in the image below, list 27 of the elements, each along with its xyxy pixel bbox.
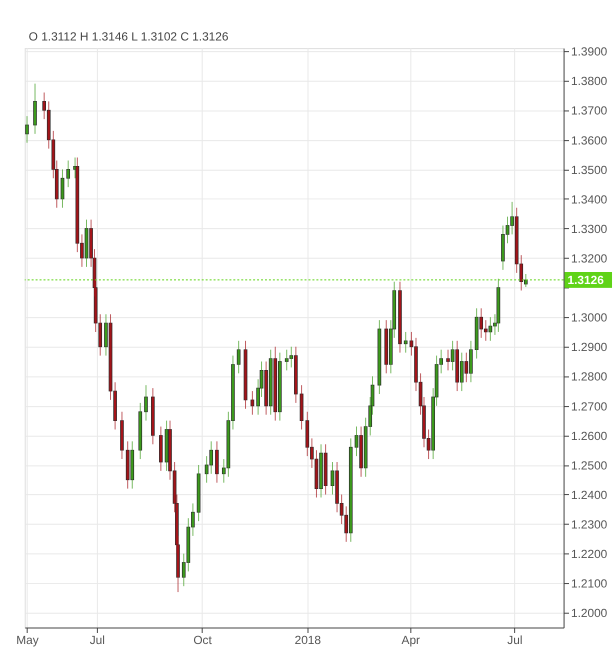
y-tick-label: 1.2300 — [570, 518, 608, 532]
y-tick-label: 1.3500 — [570, 162, 608, 177]
y-tick-label: 1.2900 — [570, 340, 608, 354]
y-tick-label: 1.2400 — [570, 488, 608, 502]
y-tick-label: 1.3200 — [570, 251, 608, 266]
y-tick-label: 1.3300 — [570, 222, 608, 236]
y-tick-label: 1.2000 — [570, 606, 608, 620]
x-tick-label: Jul — [507, 632, 522, 647]
y-tick-label: 1.3000 — [570, 310, 608, 325]
y-tick-label: 1.3600 — [570, 133, 608, 148]
ref-line-label: 1.3126 — [568, 272, 604, 287]
x-tick-label: May — [16, 632, 39, 647]
x-tick-label: 2018 — [294, 632, 322, 647]
y-tick-label: 1.2800 — [570, 370, 608, 384]
y-tick-label: 1.2700 — [570, 399, 608, 414]
x-tick-label: Apr — [402, 632, 420, 647]
y-tick-label: 1.2100 — [570, 576, 608, 591]
x-tick-label: Oct — [193, 632, 212, 647]
y-tick-label: 1.3800 — [570, 74, 608, 88]
y-tick-label: 1.2200 — [570, 547, 608, 562]
y-tick-label: 1.3900 — [570, 44, 608, 59]
x-tick-label: Jul — [90, 632, 105, 647]
y-tick-label: 1.2500 — [570, 458, 608, 472]
y-tick-label: 1.3700 — [570, 104, 608, 118]
text: O 1.3112 H 1.3146 L 1.3102 C 1.3126 — [28, 29, 229, 44]
y-tick-label: 1.2600 — [570, 428, 608, 443]
y-tick-label: 1.3400 — [570, 192, 608, 206]
